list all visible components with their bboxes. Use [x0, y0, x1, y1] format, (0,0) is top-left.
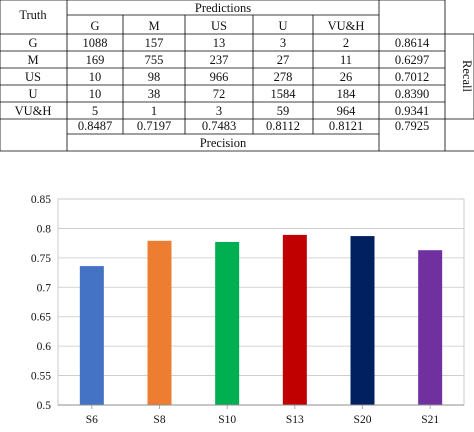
y-tick-label: 0.75 [31, 253, 51, 265]
cell-value: 11 [340, 53, 352, 67]
overall-accuracy: 0.7925 [395, 119, 429, 133]
cell-value: 278 [274, 70, 293, 84]
recall-value: 0.7012 [395, 70, 429, 84]
cell-value: 5 [92, 104, 98, 118]
cell-value: 10 [89, 70, 102, 84]
cell-value: 1584 [271, 87, 297, 101]
recall-value: 0.8390 [395, 87, 429, 101]
column-header: VU&H [328, 19, 365, 33]
x-tick-label: S13 [286, 414, 304, 426]
precision-value: 0.8112 [266, 119, 300, 133]
y-tick-label: 0.55 [31, 371, 51, 383]
precision-value: 0.7483 [202, 119, 236, 133]
x-tick-label: S8 [153, 414, 165, 426]
column-header: G [90, 19, 99, 33]
cell-value: 27 [277, 53, 290, 67]
cell-value: 184 [337, 87, 357, 101]
cell-value: 966 [210, 70, 229, 84]
x-tick-label: S21 [421, 414, 439, 426]
row-label: G [28, 36, 37, 50]
precision-value: 0.8487 [78, 119, 112, 133]
bar-s8 [147, 240, 172, 405]
cell-value: 157 [145, 36, 164, 50]
cell-value: 59 [277, 104, 290, 118]
cell-value: 98 [148, 70, 161, 84]
precision-value: 0.7197 [137, 119, 171, 133]
cell-value: 72 [213, 87, 226, 101]
recall-value: 0.6297 [395, 53, 429, 67]
column-header: M [148, 19, 159, 33]
cell-value: 3 [216, 104, 222, 118]
plot-area [57, 198, 465, 406]
cell-value: 13 [213, 36, 226, 50]
cell-value: 3 [280, 36, 286, 50]
row-label: US [25, 70, 41, 84]
cell-value: 1088 [83, 36, 108, 50]
recall-value: 0.8614 [395, 36, 430, 50]
y-tick-label: 0.85 [31, 194, 51, 206]
bar-s10 [215, 241, 240, 405]
precision-value: 0.8121 [329, 119, 363, 133]
cell-value: 755 [145, 53, 164, 67]
y-tick-label: 0.6 [37, 341, 52, 353]
cell-value: 2 [343, 36, 349, 50]
row-label: U [28, 87, 37, 101]
y-tick-label: 0.65 [31, 312, 51, 324]
predictions-header: Predictions [195, 1, 251, 15]
cell-value: 1 [151, 104, 157, 118]
y-tick-label: 0.5 [37, 400, 52, 412]
y-tick-label: 0.8 [37, 223, 52, 235]
x-tick-label: S6 [86, 414, 98, 426]
recall-value: 0.9341 [395, 104, 429, 118]
cell-value: 26 [340, 70, 353, 84]
cell-value: 964 [337, 104, 357, 118]
bar-chart: 0.5 0.55 0.6 0.65 0.7 0.75 0.8 0.85 S6 S8 S10 S13 S2… [31, 194, 465, 426]
cell-value: 237 [210, 53, 229, 67]
column-header: U [278, 19, 287, 33]
y-tick-label: 0.7 [37, 282, 52, 294]
bar-s21 [418, 250, 443, 405]
cell-value: 10 [89, 87, 102, 101]
bar-s6 [79, 266, 104, 405]
x-tick-label: S20 [354, 414, 372, 426]
cell-value: 169 [86, 53, 105, 67]
row-label: M [27, 53, 38, 67]
bar-s13 [282, 234, 307, 405]
bar-s20 [350, 236, 375, 405]
precision-label: Precision [200, 136, 247, 150]
column-header: US [211, 19, 227, 33]
truth-header: Truth [19, 8, 47, 22]
row-label: VU&H [15, 104, 52, 118]
x-tick-label: S10 [218, 414, 236, 426]
cell-value: 38 [148, 87, 161, 101]
recall-label: Recall [460, 60, 474, 92]
